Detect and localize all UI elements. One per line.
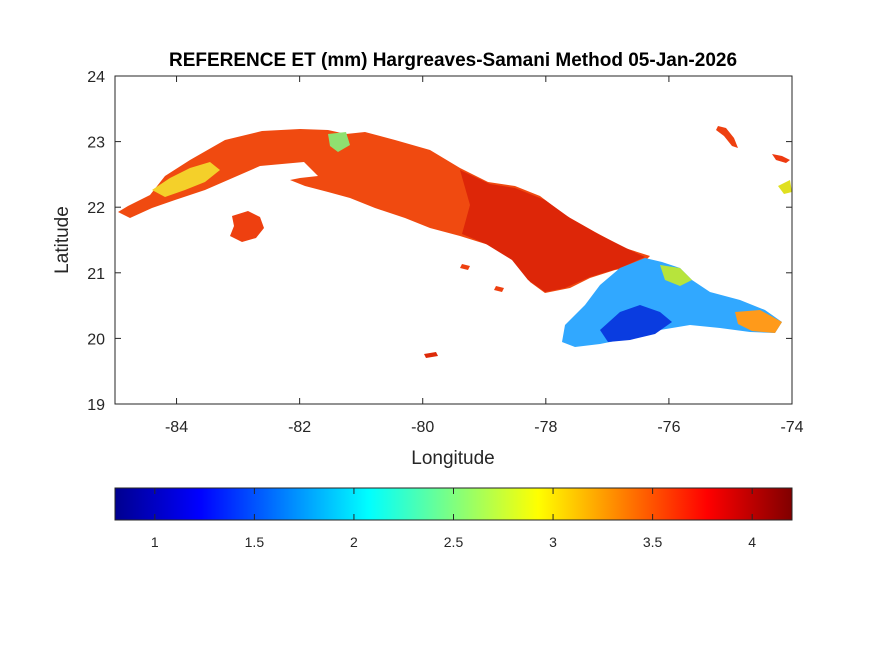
plot-frame	[114, 75, 793, 405]
colorbar-tick-label: 3.5	[643, 534, 663, 550]
colorbar-tick-label: 1.5	[245, 534, 265, 550]
y-axis-label: Latitude	[52, 206, 73, 274]
islet-northeast-1	[716, 126, 738, 148]
islet-south	[424, 352, 438, 358]
chart-title: REFERENCE ET (mm) Hargreaves-Samani Meth…	[169, 50, 737, 71]
islet-northeast-3	[778, 180, 792, 194]
x-axis-ticks: -84 -82 -80 -78 -76 -74	[165, 76, 804, 436]
colorbar-tick-label: 2	[350, 534, 358, 550]
isla-de-la-juventud	[230, 211, 264, 242]
region-eastern-core	[600, 305, 672, 342]
region-eastern-north	[660, 265, 692, 286]
y-axis-ticks: 19 20 21 22 23 24	[87, 69, 792, 414]
y-tick-label: 23	[87, 135, 105, 152]
colorbar-tick-label: 3	[549, 534, 557, 550]
y-tick-label: 24	[87, 69, 105, 86]
region-central	[460, 170, 645, 292]
colorbar-tick-label: 1	[151, 534, 159, 550]
x-tick-label: -76	[657, 419, 680, 436]
y-tick-label: 20	[87, 331, 105, 348]
patch-west	[152, 162, 220, 197]
plot-area	[115, 76, 792, 404]
x-tick-label: -80	[411, 419, 434, 436]
islet-cays	[460, 264, 504, 292]
region-eastern-east	[735, 310, 782, 333]
x-tick-label: -84	[165, 419, 188, 436]
x-tick-label: -74	[780, 419, 803, 436]
x-tick-label: -78	[534, 419, 557, 436]
y-tick-label: 21	[87, 266, 105, 283]
y-tick-label: 22	[87, 200, 105, 217]
y-tick-label: 19	[87, 397, 105, 414]
colorbar-tick-label: 2.5	[444, 534, 464, 550]
x-tick-label: -82	[288, 419, 311, 436]
colorbar-ticks: 1 1.5 2 2.5 3 3.5 4	[151, 488, 756, 550]
map-layer	[118, 126, 792, 358]
patch-central-green	[328, 132, 350, 152]
colorbar-tick-label: 4	[748, 534, 756, 550]
islet-northeast-2	[772, 154, 790, 163]
x-axis-label: Longitude	[411, 448, 494, 469]
